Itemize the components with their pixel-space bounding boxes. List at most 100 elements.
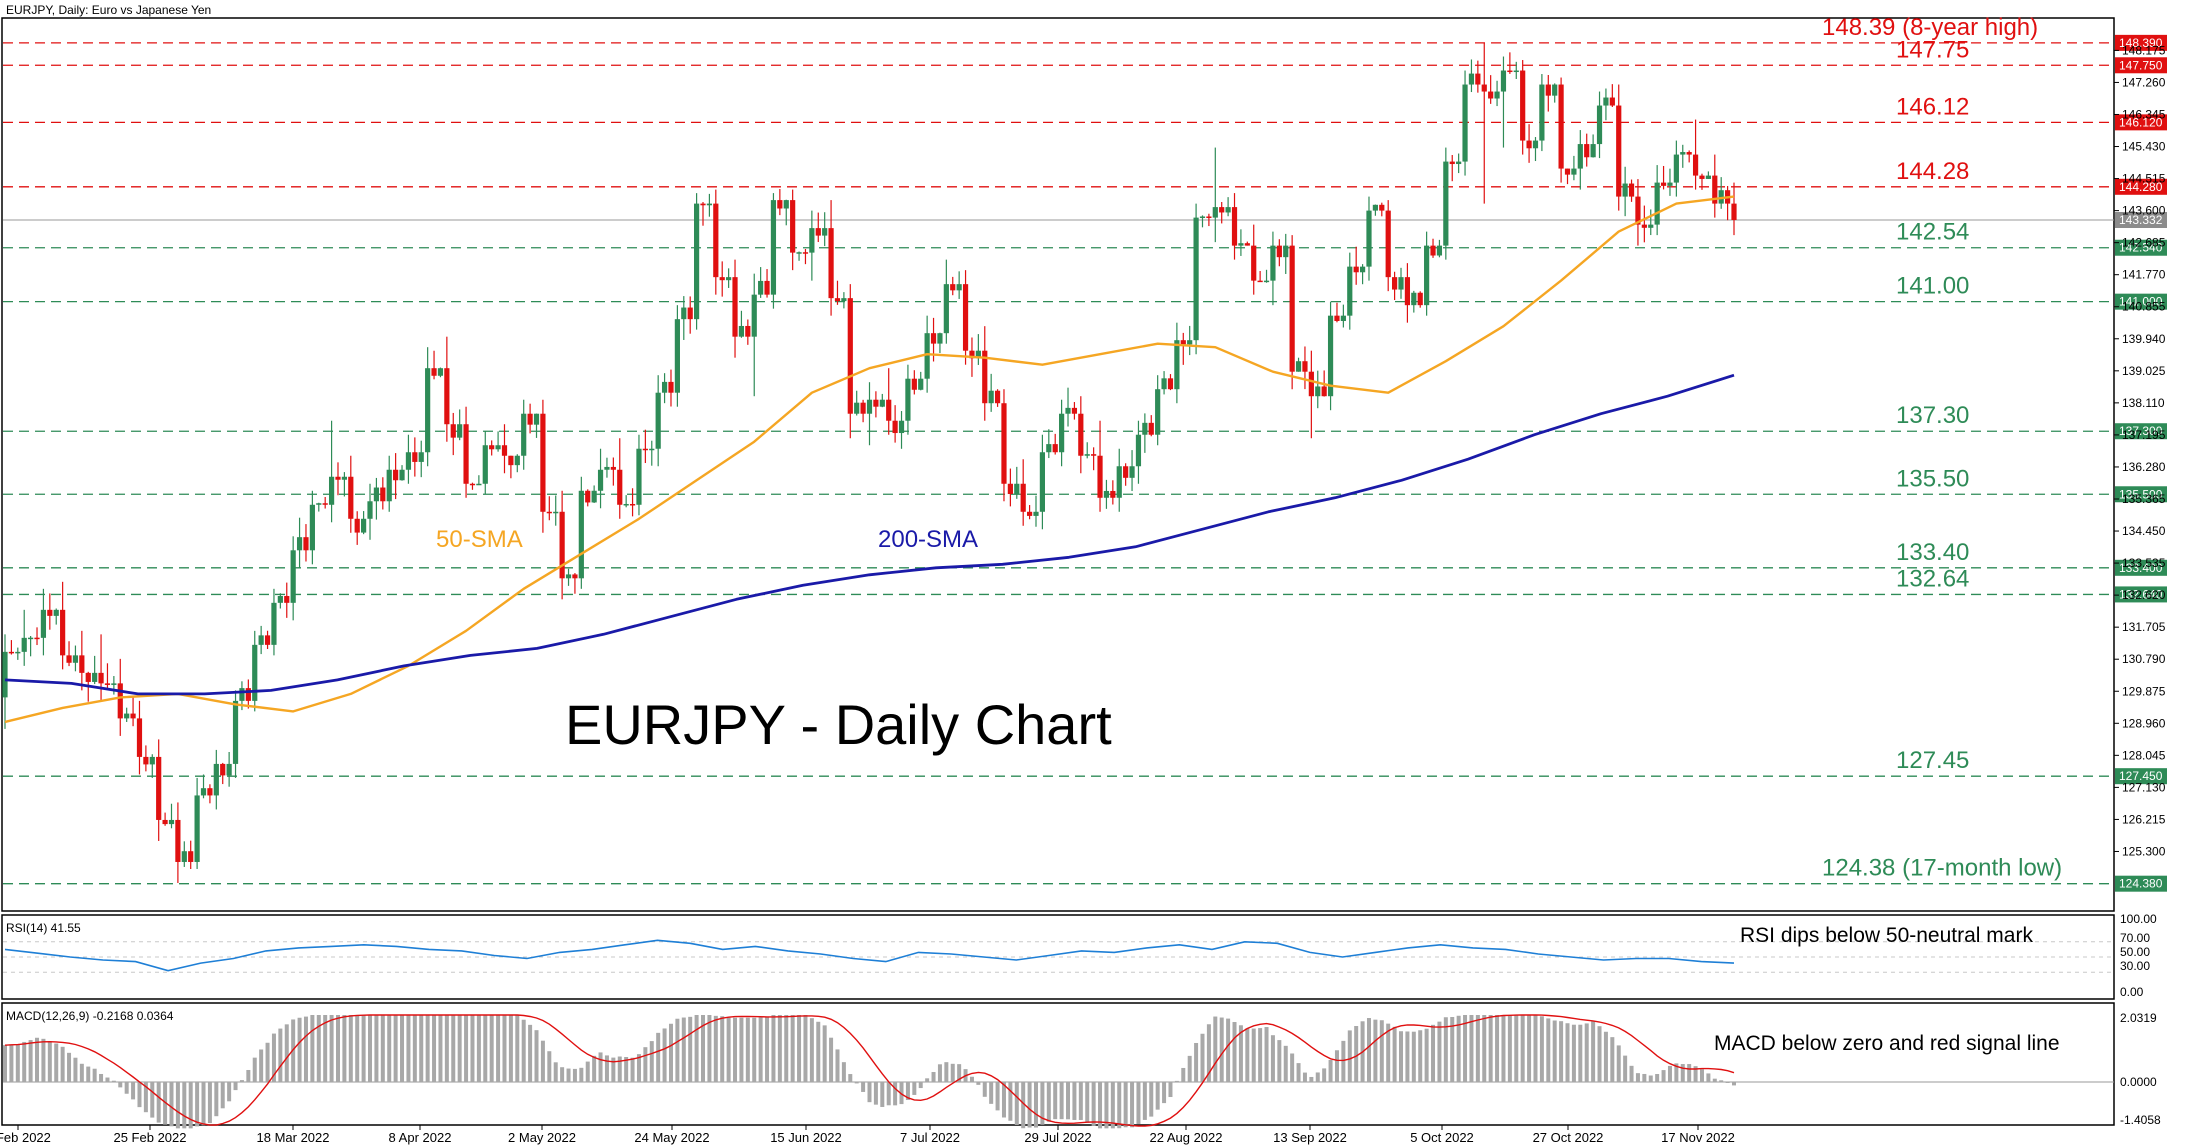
candle-body [521, 413, 527, 456]
candle-body [1462, 84, 1468, 162]
macd-tick-min: -1.4058 [2120, 1113, 2161, 1127]
price-tick-label: 135.365 [2122, 492, 2166, 506]
candle-body [1116, 466, 1122, 498]
candle-body [220, 763, 226, 776]
candle-body [149, 756, 155, 765]
macd-histogram-bar [3, 1045, 7, 1082]
macd-histogram-bar [67, 1052, 72, 1082]
macd-histogram-bar [1732, 1082, 1736, 1086]
macd-histogram-bar [195, 1082, 200, 1127]
macd-histogram-bar [1706, 1073, 1711, 1082]
candle-body [565, 574, 572, 579]
macd-histogram-bar [905, 1082, 910, 1100]
candle-body [713, 203, 719, 278]
macd-histogram-bar [1334, 1050, 1339, 1082]
macd-histogram-bar [784, 1015, 789, 1082]
macd-histogram-bar [432, 1015, 437, 1082]
candle-body [418, 452, 424, 462]
macd-histogram-bar [1258, 1028, 1263, 1082]
candle-body [117, 683, 123, 719]
candle-body [1513, 70, 1519, 73]
candle-body [546, 511, 552, 514]
candle-body [1129, 466, 1135, 478]
candle-body [879, 399, 885, 407]
candle-body [348, 476, 354, 519]
candle-body [578, 490, 584, 579]
rsi-tick-70: 70.00 [2120, 931, 2150, 945]
macd-histogram-bar [572, 1068, 577, 1082]
macd-histogram-bar [1277, 1040, 1282, 1082]
macd-histogram-bar [668, 1023, 673, 1082]
candle-body [802, 252, 809, 254]
sma200-line [4, 373, 1735, 696]
candle-body [1321, 386, 1327, 397]
level-price-tag-text: 142.540 [2119, 241, 2163, 255]
candle-body [1392, 277, 1398, 290]
macd-histogram-bar [1162, 1082, 1167, 1104]
macd-histogram-bar [1354, 1026, 1359, 1082]
macd-histogram-bar [444, 1015, 449, 1082]
macd-histogram-bar [989, 1082, 994, 1104]
macd-histogram-bar [1328, 1059, 1333, 1082]
price-axis: 148.175 147.260 146.345 145.430 144.515 143.6… [2114, 43, 2166, 858]
macd-histogram-bar [1719, 1080, 1724, 1082]
macd-histogram-bar [252, 1057, 257, 1082]
candle-body [322, 503, 328, 505]
macd-histogram-bar [15, 1044, 20, 1082]
candle-body [1142, 422, 1148, 435]
level-price-tag [2115, 559, 2167, 576]
candle-body [495, 445, 501, 450]
candle-body [21, 637, 27, 652]
macd-histogram-bar [368, 1015, 373, 1082]
macd-histogram-bar [310, 1015, 315, 1082]
candle-body [309, 504, 315, 551]
macd-histogram-bar [1655, 1074, 1660, 1082]
macd-histogram-bar [752, 1017, 757, 1082]
candle-body [1244, 243, 1250, 246]
macd-histogram-bar [1194, 1042, 1199, 1082]
macd-histogram-bar [1296, 1063, 1301, 1082]
macd-histogram-bar [335, 1015, 340, 1082]
candle-body [207, 788, 213, 796]
candle-body [316, 503, 322, 505]
macd-histogram-bar [406, 1015, 411, 1082]
rsi-tick-100: 100.00 [2120, 912, 2157, 926]
candle-body [591, 490, 597, 503]
macd-histogram-bar [995, 1082, 1000, 1111]
current-price-tag [2115, 211, 2167, 228]
macd-histogram-bar [1046, 1082, 1051, 1122]
macd-histogram-bar [1693, 1066, 1698, 1082]
candle-body [1571, 168, 1577, 175]
level-price-tag [2115, 486, 2167, 503]
macd-histogram-bar [1488, 1015, 1493, 1082]
macd-histogram-bar [400, 1015, 405, 1082]
candle-body [629, 503, 636, 506]
rsi-indicator [3, 939, 2114, 973]
macd-histogram-bar [1174, 1080, 1179, 1082]
candle-body [1155, 389, 1161, 435]
macd-histogram-bar [797, 1015, 802, 1082]
macd-histogram-bar [169, 1082, 174, 1127]
price-tick-label: 139.940 [2122, 332, 2166, 346]
date-tick-label: 8 Apr 2022 [389, 1130, 452, 1145]
candle-body [1231, 207, 1238, 246]
macd-histogram-bar [515, 1015, 520, 1082]
candle-body [1635, 196, 1641, 225]
sma50-line [4, 195, 1735, 724]
macd-histogram-bar [1027, 1082, 1032, 1128]
level-price-tag [2115, 423, 2167, 440]
macd-histogram-bar [1206, 1024, 1211, 1082]
candle-body [886, 399, 892, 421]
rsi-panel-frame [1, 914, 2115, 1000]
price-tick-label: 128.960 [2122, 716, 2166, 730]
candle-body [975, 350, 981, 359]
macd-histogram-bar [1603, 1031, 1608, 1082]
macd-histogram-bar [496, 1015, 501, 1082]
macd-histogram-bar [1386, 1023, 1391, 1082]
macd-histogram-bar [1469, 1015, 1474, 1082]
macd-histogram-bar [688, 1016, 693, 1082]
macd-histogram-bar [502, 1015, 507, 1082]
level-price-tag-text: 141.000 [2119, 295, 2163, 309]
candle-body [1001, 403, 1007, 484]
